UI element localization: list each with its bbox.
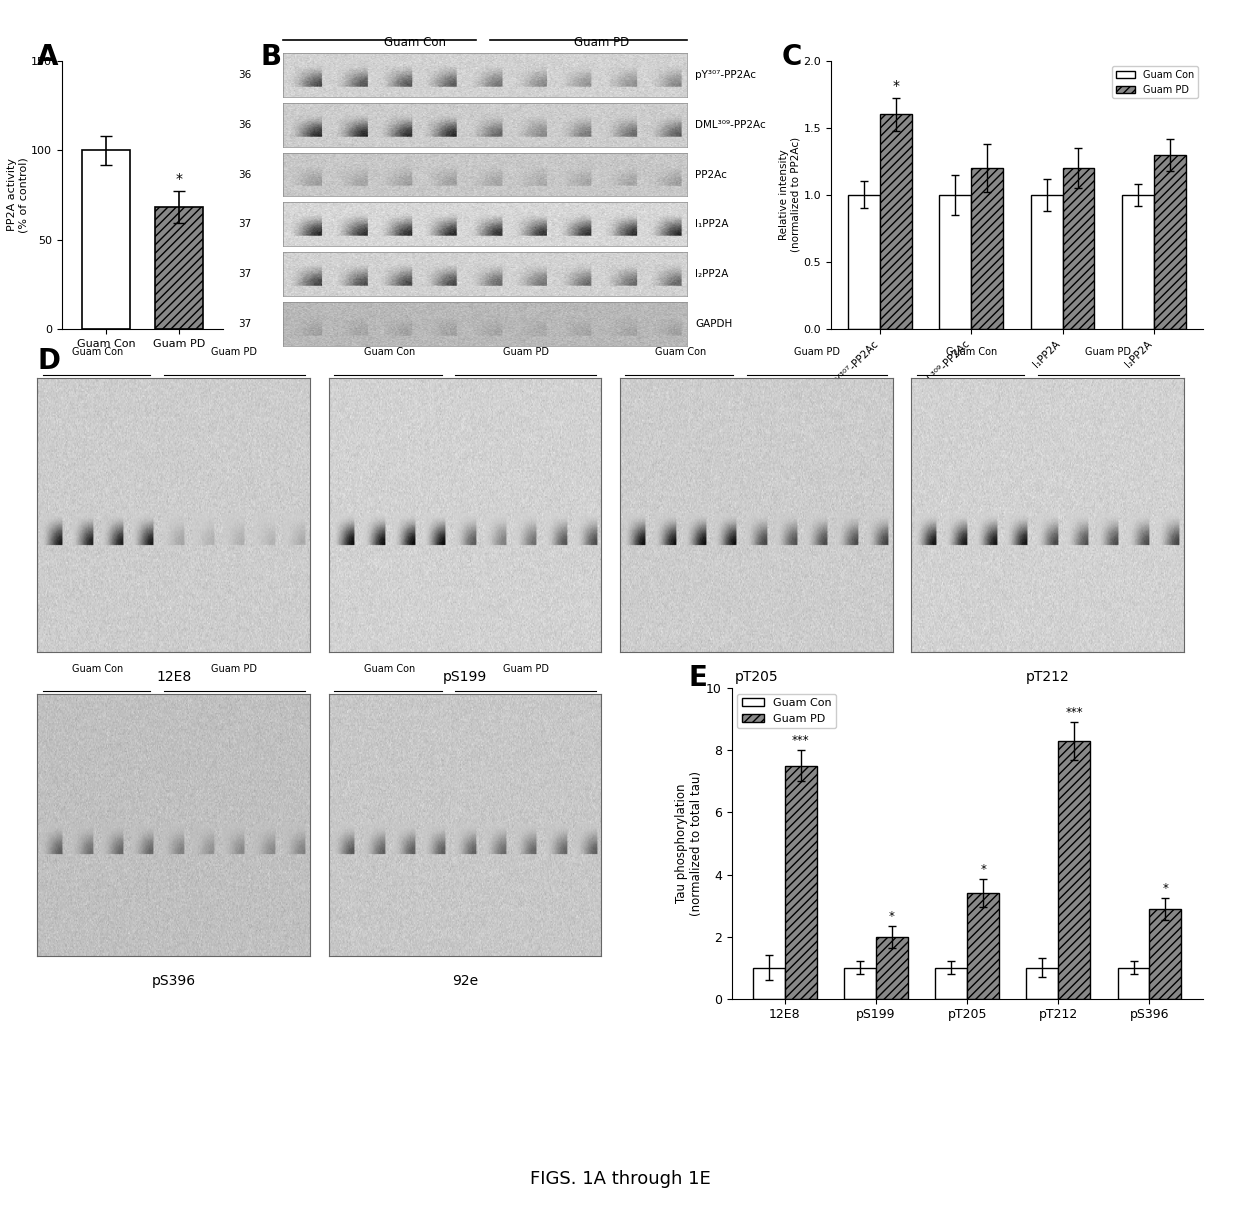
Y-axis label: PP2A activity
(% of control): PP2A activity (% of control) xyxy=(7,157,29,233)
Legend: Guam Con, Guam PD: Guam Con, Guam PD xyxy=(1112,66,1198,99)
Text: pS396: pS396 xyxy=(151,974,196,988)
Bar xyxy=(1063,168,1095,329)
Bar xyxy=(1117,967,1149,999)
Text: ***: *** xyxy=(1065,706,1083,719)
Text: Guam PD: Guam PD xyxy=(794,347,839,357)
Text: 36: 36 xyxy=(238,119,250,130)
Bar xyxy=(844,967,875,999)
Text: *: * xyxy=(980,864,986,876)
Text: Guam PD: Guam PD xyxy=(1085,347,1131,357)
Bar xyxy=(1027,967,1059,999)
Text: Guam Con: Guam Con xyxy=(363,664,415,674)
Text: 12E8: 12E8 xyxy=(156,670,191,683)
Text: DML³⁰⁹-PP2Ac: DML³⁰⁹-PP2Ac xyxy=(696,119,766,130)
Bar xyxy=(1030,195,1063,329)
Text: Guam PD: Guam PD xyxy=(574,37,629,49)
Text: 36: 36 xyxy=(238,169,250,179)
Text: GAPDH: GAPDH xyxy=(696,319,733,329)
Text: B: B xyxy=(260,43,281,71)
Text: pY³⁰⁷-PP2Ac: pY³⁰⁷-PP2Ac xyxy=(696,71,756,80)
Bar xyxy=(155,207,203,329)
Text: 37: 37 xyxy=(238,269,250,279)
Y-axis label: Relative intensity
(normalized to PP2Ac): Relative intensity (normalized to PP2Ac) xyxy=(779,138,801,252)
Text: pT205: pT205 xyxy=(734,670,779,683)
Text: I₁PP2A: I₁PP2A xyxy=(696,219,729,229)
Bar xyxy=(1154,155,1185,329)
Text: Guam PD: Guam PD xyxy=(211,347,257,357)
Bar xyxy=(939,195,971,329)
Text: Guam Con: Guam Con xyxy=(72,347,124,357)
Text: *: * xyxy=(893,79,899,93)
Text: Guam PD: Guam PD xyxy=(502,664,548,674)
Text: PP2Ac: PP2Ac xyxy=(696,169,727,179)
Bar xyxy=(879,114,911,329)
Text: *: * xyxy=(1162,882,1168,895)
Bar xyxy=(1122,195,1154,329)
Text: pS199: pS199 xyxy=(443,670,487,683)
Bar xyxy=(82,150,130,329)
Text: FIGS. 1A through 1E: FIGS. 1A through 1E xyxy=(529,1169,711,1188)
Text: Guam Con: Guam Con xyxy=(655,347,707,357)
Bar xyxy=(785,766,817,999)
Text: E: E xyxy=(688,664,707,692)
Bar xyxy=(935,967,967,999)
Text: Guam PD: Guam PD xyxy=(502,347,548,357)
Text: pT212: pT212 xyxy=(1025,670,1070,683)
Text: Guam Con: Guam Con xyxy=(72,664,124,674)
Bar xyxy=(875,937,908,999)
Text: *: * xyxy=(176,172,182,186)
Bar xyxy=(971,168,1003,329)
Y-axis label: Tau phosphorylation
(normalized to total tau): Tau phosphorylation (normalized to total… xyxy=(676,771,703,916)
Text: 37: 37 xyxy=(238,219,250,229)
Text: Guam Con: Guam Con xyxy=(363,347,415,357)
Text: Guam PD: Guam PD xyxy=(211,664,257,674)
Text: Guam Con: Guam Con xyxy=(384,37,446,49)
Bar xyxy=(753,967,785,999)
Text: A: A xyxy=(37,43,58,71)
Text: *: * xyxy=(889,910,895,923)
Bar xyxy=(967,893,999,999)
Text: D: D xyxy=(37,347,61,375)
Bar xyxy=(1149,909,1182,999)
Text: ***: *** xyxy=(792,734,810,747)
Text: I₂PP2A: I₂PP2A xyxy=(696,269,729,279)
Bar xyxy=(848,195,879,329)
Text: 92e: 92e xyxy=(451,974,479,988)
Text: C: C xyxy=(781,43,801,71)
Text: Guam Con: Guam Con xyxy=(946,347,998,357)
Bar xyxy=(1059,741,1090,999)
Text: 37: 37 xyxy=(238,319,250,329)
Text: 36: 36 xyxy=(238,71,250,80)
Legend: Guam Con, Guam PD: Guam Con, Guam PD xyxy=(737,694,836,728)
